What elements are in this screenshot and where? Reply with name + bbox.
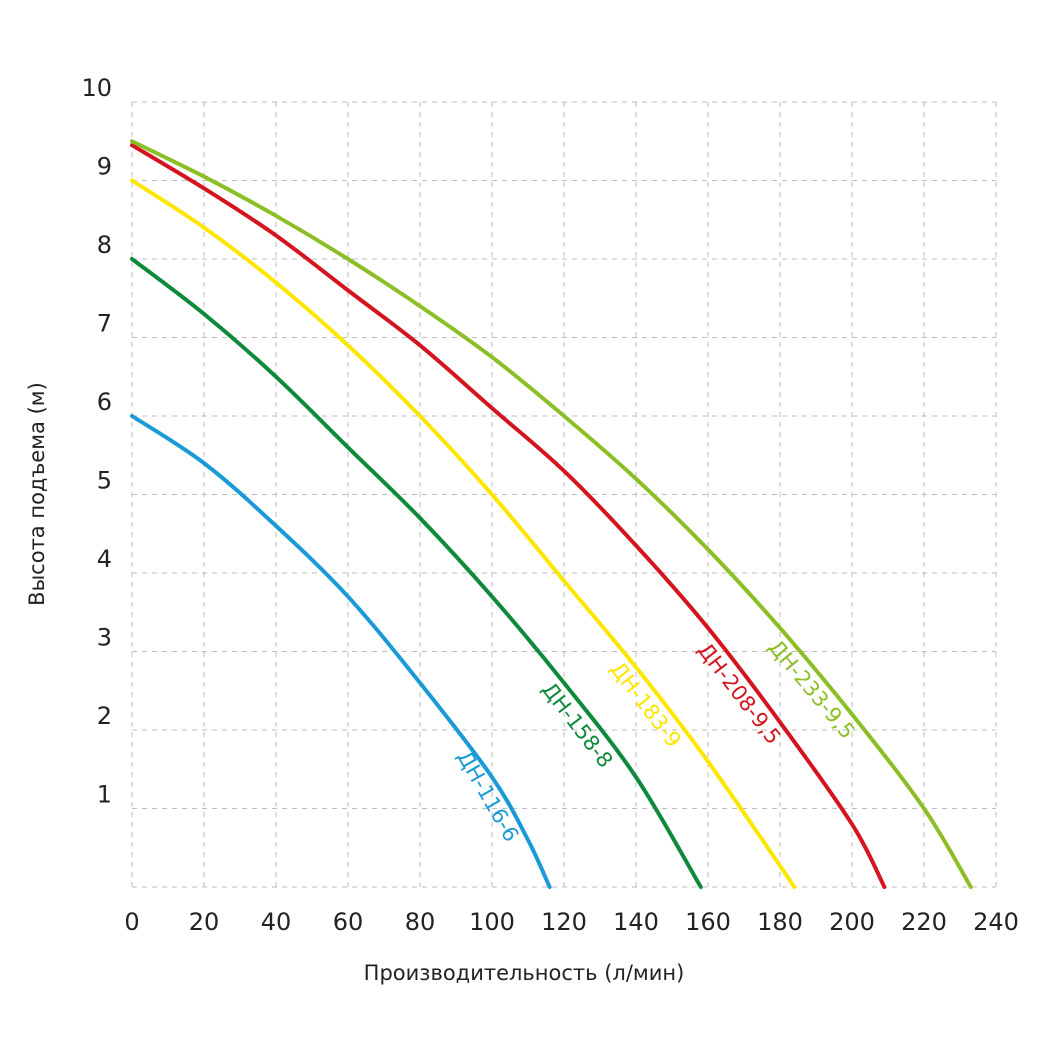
grid xyxy=(131,101,997,888)
x-tick-label: 0 xyxy=(124,908,139,936)
x-tick-label: 140 xyxy=(613,908,659,936)
y-tick-label: 3 xyxy=(97,624,112,652)
y-tick-label: 6 xyxy=(97,388,112,416)
x-tick-label: 240 xyxy=(973,908,1019,936)
x-tick-label: 80 xyxy=(405,908,436,936)
y-tick-label: 8 xyxy=(97,231,112,259)
y-tick-label: 9 xyxy=(97,153,112,181)
series-line-3 xyxy=(130,178,797,889)
x-tick-label: 220 xyxy=(901,908,947,936)
y-tick-label: 10 xyxy=(81,74,112,102)
series-line-2 xyxy=(130,257,703,889)
x-tick-label: 200 xyxy=(829,908,875,936)
series-group xyxy=(130,139,973,889)
series-line-4 xyxy=(130,143,887,889)
x-tick-label: 100 xyxy=(469,908,515,936)
series-label-2: ДН-158-8 xyxy=(537,678,617,773)
y-tick-label: 1 xyxy=(97,781,112,809)
series-line-5 xyxy=(130,139,973,889)
y-axis-title: Высота подъема (м) xyxy=(25,382,49,606)
x-axis-title: Производительность (л/мин) xyxy=(364,961,685,985)
x-tick-label: 180 xyxy=(757,908,803,936)
x-tick-label: 20 xyxy=(189,908,220,936)
y-tick-label: 4 xyxy=(97,545,112,573)
y-tick-label: 5 xyxy=(97,467,112,495)
series-label-1: ДН-116-6 xyxy=(452,746,523,845)
x-tick-label: 60 xyxy=(333,908,364,936)
x-tick-label: 160 xyxy=(685,908,731,936)
x-tick-label: 120 xyxy=(541,908,587,936)
y-tick-label: 7 xyxy=(97,310,112,338)
series-line-1 xyxy=(130,414,552,889)
x-tick-labels: 0 20 40 60 80 100 120 140 160 180 200 220 240 xyxy=(124,908,1019,936)
y-tick-label: 2 xyxy=(97,702,112,730)
y-tick-labels: 1 2 3 4 5 6 7 8 9 10 xyxy=(81,74,112,809)
x-tick-label: 40 xyxy=(261,908,292,936)
series-label-3: ДН-183-9 xyxy=(606,657,686,752)
